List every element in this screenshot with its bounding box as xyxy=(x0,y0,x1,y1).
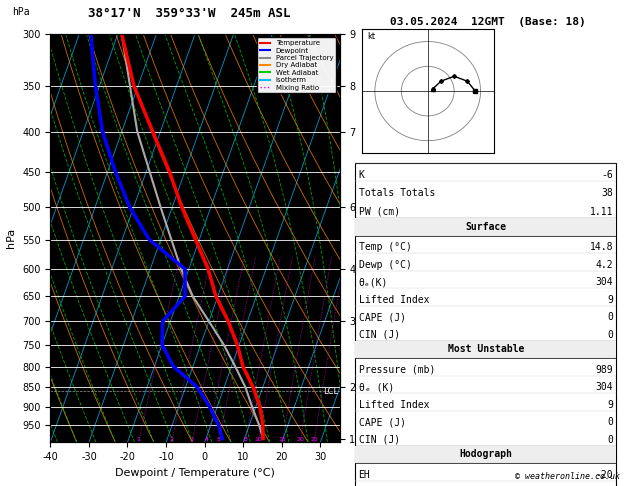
Text: 4.2: 4.2 xyxy=(596,260,613,270)
Text: Dewp (°C): Dewp (°C) xyxy=(359,260,411,270)
Text: CIN (J): CIN (J) xyxy=(359,434,399,445)
Text: Most Unstable: Most Unstable xyxy=(448,345,524,354)
Text: Lifted Index: Lifted Index xyxy=(359,399,429,410)
Text: 38°17'N  359°33'W  245m ASL: 38°17'N 359°33'W 245m ASL xyxy=(88,7,291,20)
Text: 0: 0 xyxy=(608,330,613,340)
Text: 03.05.2024  12GMT  (Base: 18): 03.05.2024 12GMT (Base: 18) xyxy=(389,17,586,27)
Text: Temp (°C): Temp (°C) xyxy=(359,242,411,252)
Text: θₑ (K): θₑ (K) xyxy=(359,382,394,392)
Y-axis label: km
ASL: km ASL xyxy=(359,229,380,247)
Text: 5: 5 xyxy=(217,437,221,442)
Text: 10: 10 xyxy=(254,437,262,442)
Text: Hodograph: Hodograph xyxy=(459,450,513,459)
Text: θₑ(K): θₑ(K) xyxy=(359,277,388,287)
Text: hPa: hPa xyxy=(13,7,30,17)
Text: 304: 304 xyxy=(596,277,613,287)
Text: 14.8: 14.8 xyxy=(590,242,613,252)
Text: -20: -20 xyxy=(596,469,613,480)
Text: Pressure (mb): Pressure (mb) xyxy=(359,364,435,375)
Text: 4: 4 xyxy=(205,437,209,442)
Text: © weatheronline.co.uk: © weatheronline.co.uk xyxy=(515,472,620,481)
Text: Lifted Index: Lifted Index xyxy=(359,295,429,305)
Text: 0: 0 xyxy=(608,417,613,427)
Text: 8: 8 xyxy=(243,437,247,442)
Text: 25: 25 xyxy=(310,437,318,442)
Text: 1.11: 1.11 xyxy=(590,207,613,217)
Text: PW (cm): PW (cm) xyxy=(359,207,399,217)
Text: LCL: LCL xyxy=(323,387,338,396)
Text: kt: kt xyxy=(367,32,375,41)
Text: 9: 9 xyxy=(608,295,613,305)
Text: 20: 20 xyxy=(296,437,304,442)
Text: 15: 15 xyxy=(279,437,286,442)
Legend: Temperature, Dewpoint, Parcel Trajectory, Dry Adiabat, Wet Adiabat, Isotherm, Mi: Temperature, Dewpoint, Parcel Trajectory… xyxy=(257,37,336,93)
Text: 0: 0 xyxy=(608,434,613,445)
Text: K: K xyxy=(359,170,364,180)
Text: CIN (J): CIN (J) xyxy=(359,330,399,340)
X-axis label: Dewpoint / Temperature (°C): Dewpoint / Temperature (°C) xyxy=(115,468,275,478)
Text: -6: -6 xyxy=(601,170,613,180)
Text: 0: 0 xyxy=(608,312,613,322)
Text: 989: 989 xyxy=(596,364,613,375)
Text: EH: EH xyxy=(359,469,370,480)
Y-axis label: hPa: hPa xyxy=(6,228,16,248)
Text: 1: 1 xyxy=(136,437,140,442)
Text: 9: 9 xyxy=(608,399,613,410)
Text: 3: 3 xyxy=(190,437,194,442)
Text: 38: 38 xyxy=(601,188,613,198)
Text: Surface: Surface xyxy=(465,222,506,232)
Text: Totals Totals: Totals Totals xyxy=(359,188,435,198)
Text: CAPE (J): CAPE (J) xyxy=(359,312,406,322)
Text: 2: 2 xyxy=(170,437,174,442)
Text: 304: 304 xyxy=(596,382,613,392)
Text: CAPE (J): CAPE (J) xyxy=(359,417,406,427)
